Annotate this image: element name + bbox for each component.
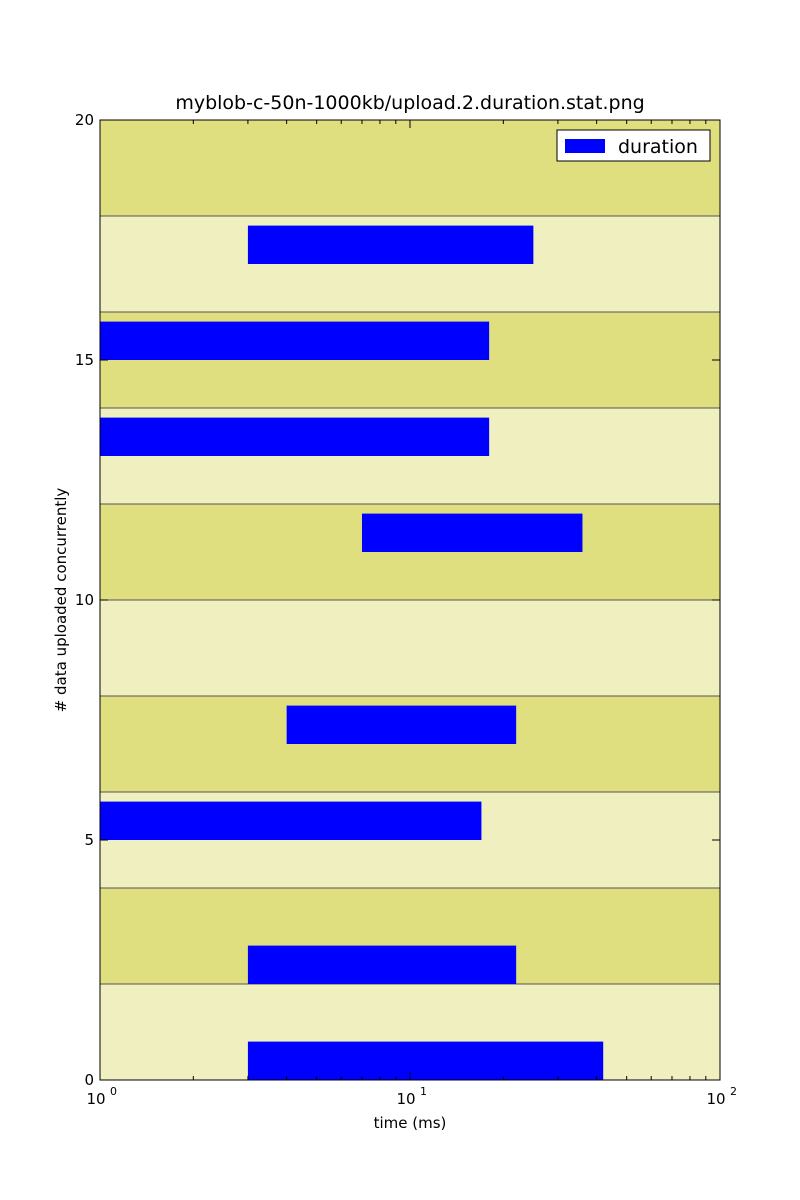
y-tick-label: 5	[84, 831, 94, 849]
y-tick-label: 0	[84, 1071, 94, 1089]
duration-bar	[247, 225, 534, 264]
legend-swatch-duration	[565, 139, 605, 153]
background-bands	[100, 120, 720, 1080]
x-tick-label-exponent: 0	[110, 1085, 117, 1098]
duration-bar	[100, 801, 482, 840]
duration-bars	[100, 225, 604, 1080]
x-tick-label-exponent: 2	[730, 1085, 737, 1098]
x-tick-label: 10	[396, 1090, 415, 1108]
legend: duration	[556, 129, 711, 162]
background-band	[100, 600, 720, 696]
x-axis-label: time (ms)	[374, 1114, 447, 1132]
y-axis-label: # data uploaded concurrently	[52, 488, 70, 713]
legend-label-duration: duration	[618, 136, 698, 158]
y-tick-label: 20	[75, 111, 94, 129]
x-tick-label: 10	[706, 1090, 725, 1108]
y-tick-label: 15	[75, 351, 94, 369]
y-tick-label: 10	[75, 591, 94, 609]
x-tick-label-exponent: 1	[420, 1085, 427, 1098]
duration-bar	[247, 1041, 604, 1080]
duration-bar	[100, 321, 490, 360]
duration-bar	[286, 705, 517, 744]
duration-bar	[100, 417, 490, 456]
chart-title: myblob-c-50n-1000kb/upload.2.duration.st…	[175, 92, 644, 114]
x-tick-label: 10	[86, 1090, 105, 1108]
duration-bar	[361, 513, 583, 552]
axis-ticks	[99, 119, 721, 1081]
duration-bar	[247, 945, 517, 984]
